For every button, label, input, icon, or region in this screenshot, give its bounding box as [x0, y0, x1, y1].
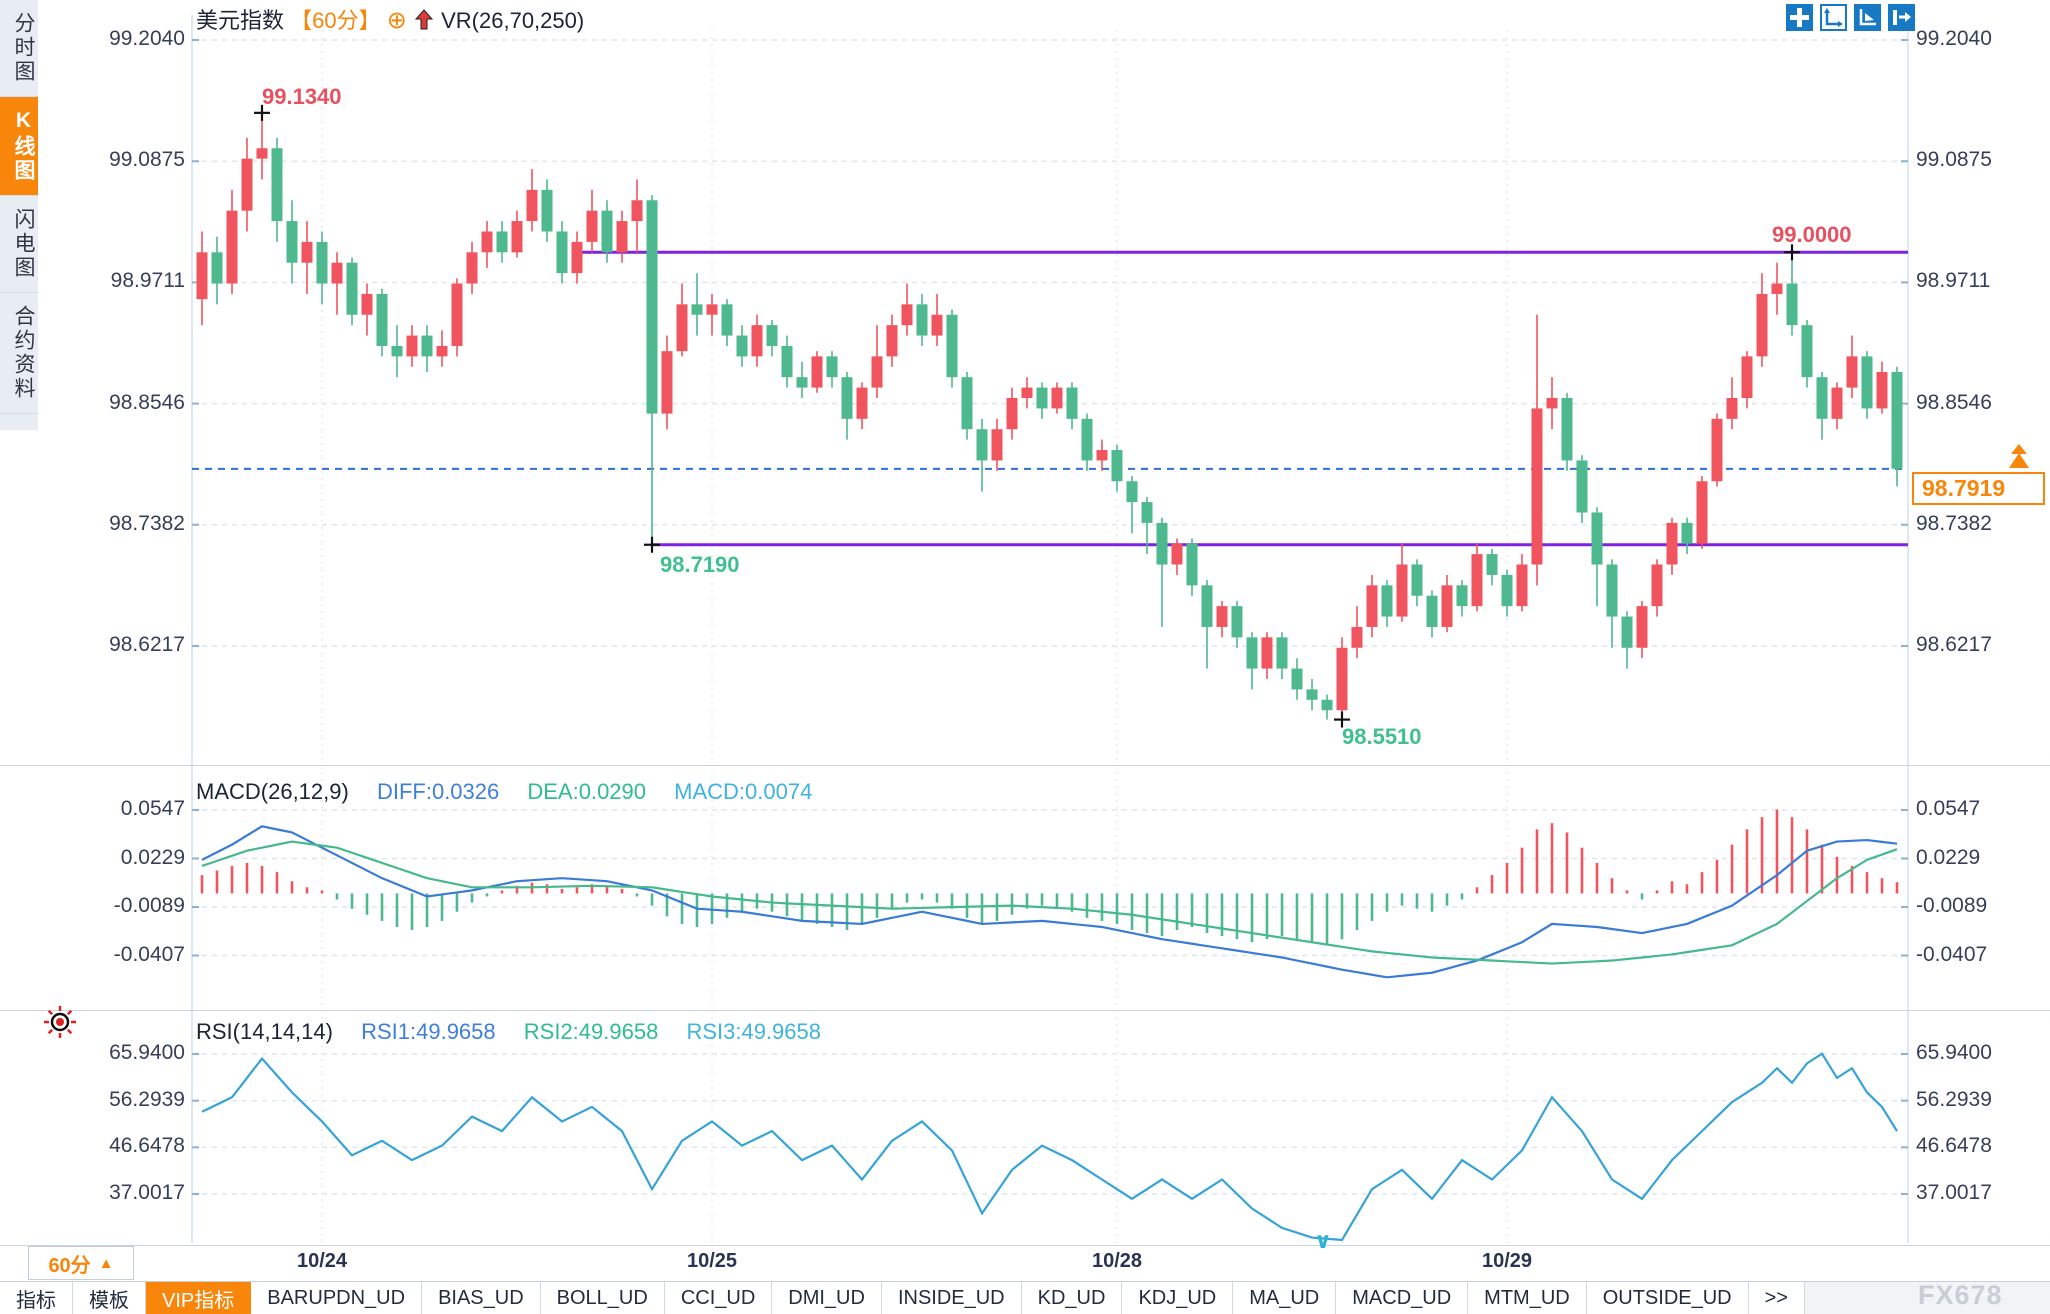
- sidebar-item-kline-chart[interactable]: K线图: [0, 97, 38, 196]
- chart-type-sidebar: 分时图 K线图 闪电图 合约资料: [0, 0, 38, 430]
- support-price-label: 98.7190: [660, 552, 740, 577]
- footer-tab-vip指标[interactable]: VIP指标: [146, 1282, 252, 1314]
- peak-price-label: 99.1340: [262, 84, 342, 109]
- period-selector[interactable]: 60分 ▲: [28, 1246, 134, 1280]
- footer-tab-指标[interactable]: 指标: [0, 1282, 73, 1314]
- macd-histogram-layer: [200, 809, 1899, 946]
- macd-header: MACD(26,12,9) DIFF:0.0326 DEA:0.0290 MAC…: [196, 779, 812, 805]
- add-indicator-icon[interactable]: ⊕: [386, 7, 407, 34]
- rsi-label: RSI(14,14,14): [196, 1019, 333, 1044]
- macd-diff-value: DIFF:0.0326: [376, 779, 500, 804]
- indicator-settings-icon[interactable]: [42, 1004, 78, 1040]
- rsi2-value: RSI2:49.9658: [523, 1019, 659, 1044]
- candles-layer: [196, 112, 1903, 720]
- watermark: FX678: [1918, 1280, 2003, 1310]
- period-label: 【60分】: [290, 8, 381, 33]
- last-price-box: 98.7919: [1912, 472, 2045, 505]
- macd-dea-line: [201, 840, 1898, 965]
- macd-value: MACD:0.0074: [674, 779, 813, 804]
- axis-range-icon[interactable]: [1820, 4, 1847, 31]
- footer-tab-boll_ud[interactable]: BOLL_UD: [540, 1282, 665, 1314]
- pane-separator: [0, 1010, 2050, 1011]
- chart-toolbar: [1786, 4, 1915, 31]
- period-selector-arrow-icon: ▲: [98, 1254, 114, 1272]
- chart-title: 美元指数 【60分】 ⊕ VR(26,70,250): [196, 3, 584, 35]
- footer-tab-bias_ud[interactable]: BIAS_UD: [422, 1282, 541, 1314]
- footer-tab-dmi_ud[interactable]: DMI_UD: [772, 1282, 882, 1314]
- sidebar-item-contract-info[interactable]: 合约资料: [0, 293, 38, 414]
- pane-separator: [0, 765, 2050, 766]
- footer-tab-cci_ud[interactable]: CCI_UD: [664, 1282, 773, 1314]
- bottom-price-label: 98.5510: [1342, 724, 1422, 749]
- footer-tab-mtm_ud[interactable]: MTM_UD: [1468, 1282, 1587, 1314]
- axis-pointer-icon[interactable]: [1854, 4, 1881, 31]
- sidebar-item-time-chart[interactable]: 分时图: [0, 0, 38, 97]
- indicator-tabbar: 指标 模板 VIP指标 BARUPDN_UD BIAS_UD BOLL_UD CCI_UD D…: [0, 1281, 2050, 1314]
- footer-tab-barupdn_ud[interactable]: BARUPDN_UD: [251, 1282, 423, 1314]
- pane-layout-icon[interactable]: [1786, 4, 1813, 31]
- up-arrow-icon: [414, 9, 434, 30]
- footer-tab-kdj_ud[interactable]: KDJ_UD: [1122, 1282, 1234, 1314]
- footer-tab-macd_ud[interactable]: MACD_UD: [1336, 1282, 1469, 1314]
- footer-tab-inside_ud[interactable]: INSIDE_UD: [881, 1282, 1022, 1314]
- sidebar-item-flash-chart[interactable]: 闪电图: [0, 196, 38, 293]
- symbol-name: 美元指数: [196, 8, 285, 33]
- signal-arrow-icon: ∨: [1314, 1228, 1332, 1253]
- price-arrow-icon: [2009, 444, 2029, 468]
- pan-right-icon[interactable]: [1888, 4, 1915, 31]
- period-selector-label: 60分: [48, 1254, 91, 1277]
- rsi-line: [201, 1052, 1898, 1242]
- pane-separator: [0, 1245, 2050, 1246]
- footer-tab->>[interactable]: >>: [1748, 1282, 1805, 1314]
- overlay-indicator-label: VR(26,70,250): [441, 8, 585, 33]
- resistance-price-label: 99.0000: [1772, 222, 1852, 247]
- macd-label: MACD(26,12,9): [196, 779, 349, 804]
- footer-tab-outside_ud[interactable]: OUTSIDE_UD: [1586, 1282, 1749, 1314]
- rsi3-value: RSI3:49.9658: [686, 1019, 821, 1044]
- macd-dea-value: DEA:0.0290: [527, 779, 647, 804]
- footer-tab-kd_ud[interactable]: KD_UD: [1021, 1282, 1123, 1314]
- footer-tab-ma_ud[interactable]: MA_UD: [1233, 1282, 1337, 1314]
- footer-tab-模板[interactable]: 模板: [73, 1282, 146, 1314]
- rsi-header: RSI(14,14,14) RSI1:49.9658 RSI2:49.9658 …: [196, 1019, 821, 1045]
- rsi1-value: RSI1:49.9658: [361, 1019, 496, 1044]
